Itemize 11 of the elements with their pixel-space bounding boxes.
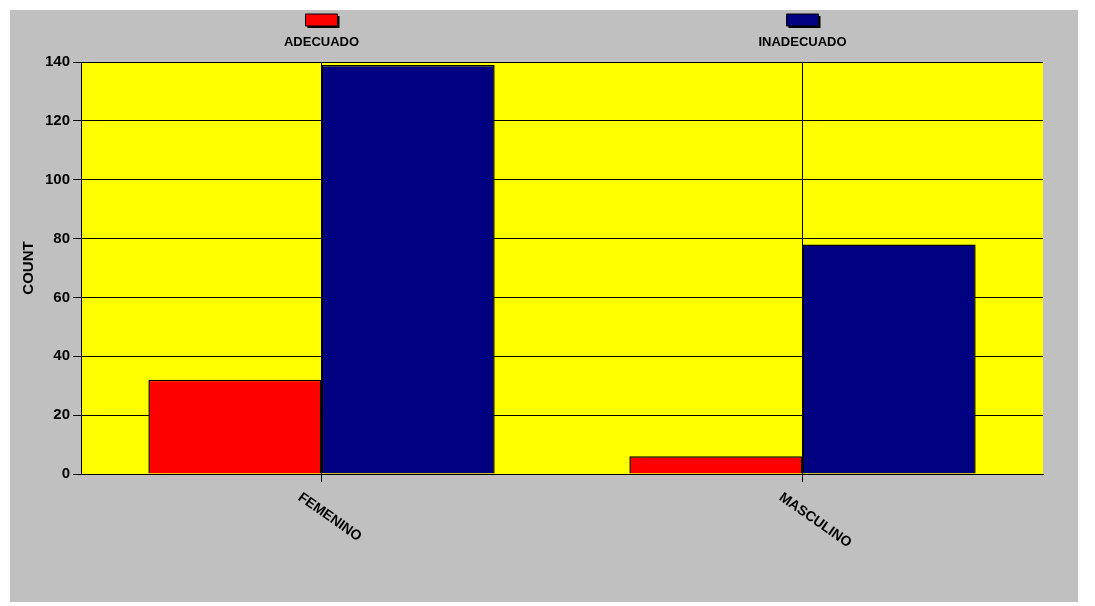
y-tick-label: 80	[53, 228, 71, 246]
y-tick-label: 0	[61, 464, 71, 482]
y-tick-label: 120	[45, 111, 71, 128]
legend-label: INADECUADO	[758, 33, 847, 49]
y-tick-label: 20	[53, 405, 71, 423]
y-tick-label: 100	[45, 169, 71, 187]
legend-label: ADECUADO	[283, 33, 360, 49]
y-tick-label: 140	[45, 52, 71, 70]
y-tick-label: 60	[53, 287, 71, 305]
y-axis-title: COUNT	[19, 241, 37, 295]
y-tick-label: 40	[53, 346, 71, 364]
